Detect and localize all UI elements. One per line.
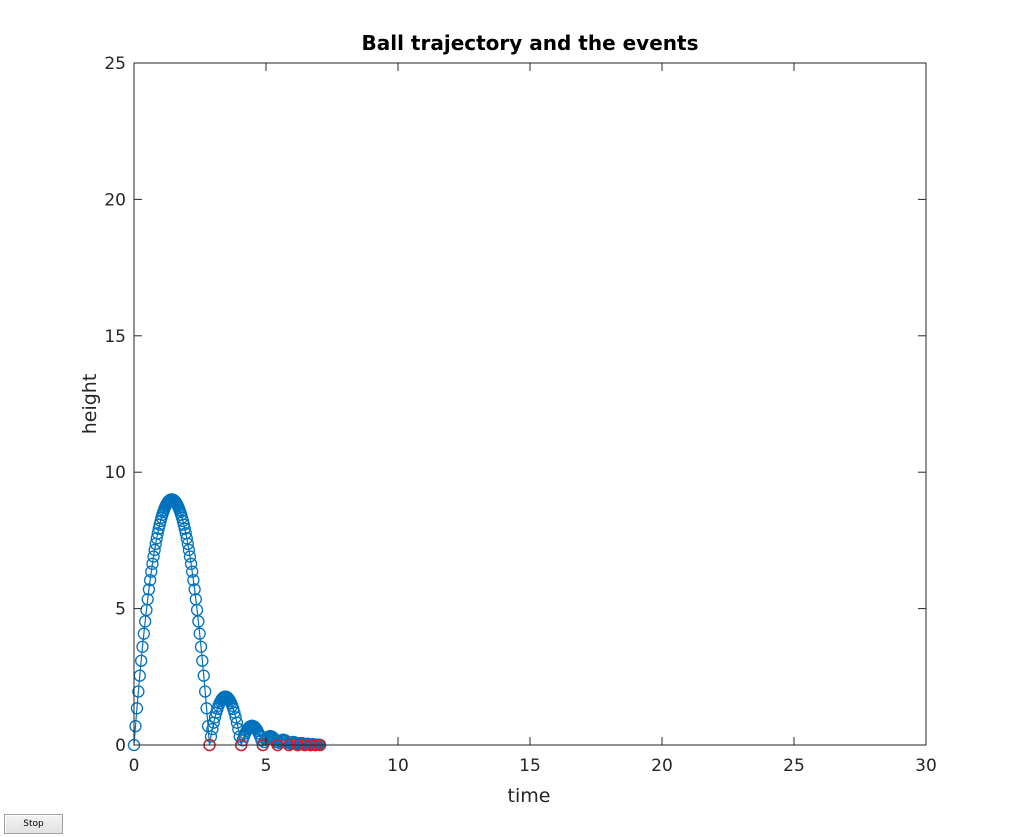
trajectory-point: [141, 593, 154, 606]
trajectory-point: [143, 574, 157, 587]
y-tick-label: 20: [104, 190, 126, 210]
trajectory-point: [192, 615, 205, 628]
trajectory-point: [183, 550, 197, 563]
x-tick-label: 20: [651, 756, 673, 776]
trajectory-point: [194, 640, 208, 653]
trajectory-point: [248, 720, 261, 734]
trajectory-point: [150, 532, 163, 545]
trajectory-point: [186, 565, 199, 578]
trajectory-point: [197, 669, 210, 682]
x-tick-label: 10: [387, 756, 409, 776]
trajectory-point: [229, 711, 242, 724]
trajectory-point: [130, 702, 144, 715]
trajectory-point: [193, 627, 206, 640]
trajectory-point: [146, 557, 159, 570]
trajectory-point: [135, 654, 148, 667]
plot-area: [127, 493, 327, 752]
trajectory-point: [148, 543, 161, 557]
y-tick-label: 5: [115, 600, 126, 620]
trajectory-point: [196, 654, 209, 667]
x-tick-label: 5: [261, 756, 272, 776]
trajectory-point: [181, 537, 194, 551]
trajectory-point: [147, 550, 160, 563]
x-tick-label: 15: [519, 756, 541, 776]
y-axis-label: height: [79, 374, 101, 435]
trajectory-point: [136, 640, 149, 653]
trajectory-point: [206, 722, 219, 736]
trajectory-point: [230, 716, 244, 729]
trajectory-point: [142, 583, 156, 596]
trajectory-point: [132, 685, 145, 698]
y-tick-label: 25: [104, 54, 126, 74]
trajectory-point: [198, 685, 212, 698]
x-tick-label: 25: [783, 756, 805, 776]
trajectory-point: [137, 627, 150, 640]
trajectory-point: [151, 527, 164, 540]
chart-title: Ball trajectory and the events: [362, 31, 699, 55]
trajectory-point: [208, 711, 222, 724]
trajectory-point: [184, 557, 198, 570]
x-axis-label: time: [508, 785, 551, 807]
y-tick-label: 10: [104, 463, 126, 483]
trajectory-point: [187, 574, 200, 587]
trajectory-point: [129, 719, 142, 733]
y-tick-label: 0: [115, 736, 126, 756]
trajectory-point: [182, 543, 196, 557]
y-tick-label: 15: [104, 327, 126, 347]
x-tick-label: 0: [129, 756, 140, 776]
trajectory-point: [180, 532, 193, 545]
axes-box: [133, 62, 927, 746]
trajectory-point: [188, 583, 201, 596]
trajectory-point: [145, 565, 158, 578]
trajectory-point: [178, 522, 191, 535]
x-tick-label: 30: [915, 756, 937, 776]
axes: 0 5 10 15 20 25 30 0 5 10 15 20 25: [104, 54, 936, 776]
trajectory-point: [204, 730, 218, 743]
stop-button[interactable]: Stop: [4, 814, 63, 834]
